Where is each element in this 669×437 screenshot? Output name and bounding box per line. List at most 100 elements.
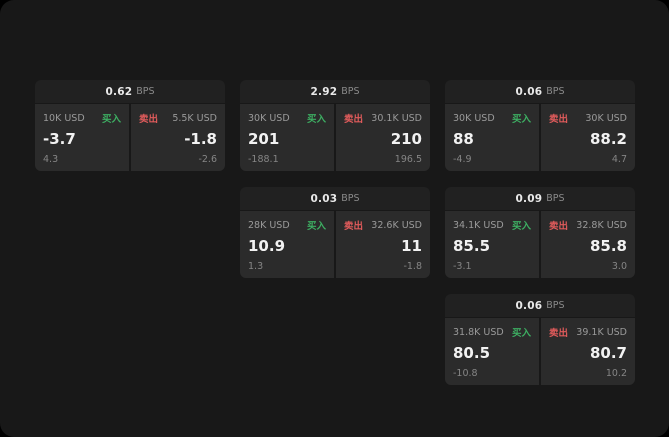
buy-delta: -4.9 [453,154,472,165]
sell-label: 卖出 [549,328,569,339]
sell-price: 85.8 [589,237,627,256]
buy-delta: 4.3 [43,154,59,165]
sell-panel-top: 卖出 30K USD [549,111,627,126]
sell-price: 88.2 [589,130,627,149]
sell-delta: 10.2 [605,368,627,379]
quote-card: 0.03 BPS 28K USD 买入 10.9 1.3 卖出 32.6K US… [240,187,430,278]
sell-panel[interactable]: 卖出 5.5K USD -1.8 -2.6 [131,104,225,171]
buy-price: 201 [248,130,280,149]
buy-label: 买入 [101,114,121,125]
sell-price: -1.8 [184,130,217,149]
sell-delta: -2.6 [198,154,217,165]
sell-size: 32.8K USD [576,219,627,231]
bps-value: 0.09 [515,192,543,205]
sell-panel[interactable]: 卖出 32.8K USD 85.8 3.0 [541,211,635,278]
sell-size: 30.1K USD [371,112,422,124]
sell-label: 卖出 [344,221,364,232]
sell-panel[interactable]: 卖出 39.1K USD 80.7 10.2 [541,318,635,385]
buy-panel-top: 10K USD 买入 [43,111,121,126]
buy-label: 买入 [511,114,531,125]
buy-panel-top: 28K USD 买入 [248,218,326,233]
sell-price: 11 [401,237,422,256]
bps-unit-label: BPS [341,86,360,97]
buy-panel[interactable]: 28K USD 买入 10.9 1.3 [240,211,334,278]
buy-delta: 1.3 [248,261,264,272]
buy-size: 34.1K USD [453,219,504,231]
bps-spread-header: 0.09 BPS [445,187,635,210]
quote-panels: 10K USD 买入 -3.7 4.3 卖出 5.5K USD -1.8 -2.… [35,104,225,171]
sell-panel-top: 卖出 39.1K USD [549,325,627,340]
sell-label: 卖出 [549,114,569,125]
sell-delta: -1.8 [403,261,422,272]
sell-price: 210 [390,130,422,149]
quote-card: 0.06 BPS 31.8K USD 买入 80.5 -10.8 卖出 39.1… [445,294,635,385]
buy-size: 28K USD [248,219,290,231]
buy-label: 买入 [306,114,326,125]
sell-panel[interactable]: 卖出 30K USD 88.2 4.7 [541,104,635,171]
buy-delta: -188.1 [248,154,279,165]
sell-size: 39.1K USD [576,326,627,338]
sell-panel[interactable]: 卖出 30.1K USD 210 196.5 [336,104,430,171]
sell-delta: 4.7 [611,154,627,165]
buy-panel[interactable]: 30K USD 买入 88 -4.9 [445,104,539,171]
bps-value: 0.62 [105,85,133,98]
buy-delta: -10.8 [453,368,478,379]
bps-spread-header: 0.03 BPS [240,187,430,210]
buy-panel-top: 30K USD 买入 [453,111,531,126]
bps-spread-header: 0.06 BPS [445,80,635,103]
bps-unit-label: BPS [546,300,565,311]
bps-unit-label: BPS [546,193,565,204]
quote-card: 0.09 BPS 34.1K USD 买入 85.5 -3.1 卖出 32.8K… [445,187,635,278]
quote-cards-grid: 0.62 BPS 10K USD 买入 -3.7 4.3 卖出 5.5K USD… [35,80,635,385]
buy-panel[interactable]: 34.1K USD 买入 85.5 -3.1 [445,211,539,278]
buy-price: 10.9 [248,237,286,256]
buy-price: 85.5 [453,237,491,256]
buy-size: 30K USD [453,112,495,124]
quote-panels: 30K USD 买入 201 -188.1 卖出 30.1K USD 210 1… [240,104,430,171]
quote-card: 0.06 BPS 30K USD 买入 88 -4.9 卖出 30K USD 8… [445,80,635,171]
buy-panel[interactable]: 30K USD 买入 201 -188.1 [240,104,334,171]
quote-panels: 31.8K USD 买入 80.5 -10.8 卖出 39.1K USD 80.… [445,318,635,385]
quote-panels: 28K USD 买入 10.9 1.3 卖出 32.6K USD 11 -1.8 [240,211,430,278]
buy-price: 88 [453,130,474,149]
quote-card: 0.62 BPS 10K USD 买入 -3.7 4.3 卖出 5.5K USD… [35,80,225,171]
sell-size: 32.6K USD [371,219,422,231]
buy-panel[interactable]: 31.8K USD 买入 80.5 -10.8 [445,318,539,385]
sell-panel-top: 卖出 32.8K USD [549,218,627,233]
sell-label: 卖出 [344,114,364,125]
buy-size: 10K USD [43,112,85,124]
buy-price: 80.5 [453,344,491,363]
buy-size: 31.8K USD [453,326,504,338]
quote-card: 2.92 BPS 30K USD 买入 201 -188.1 卖出 30.1K … [240,80,430,171]
bps-value: 0.06 [515,85,543,98]
sell-delta: 196.5 [394,154,422,165]
quote-panels: 30K USD 买入 88 -4.9 卖出 30K USD 88.2 4.7 [445,104,635,171]
quote-panels: 34.1K USD 买入 85.5 -3.1 卖出 32.8K USD 85.8… [445,211,635,278]
buy-price: -3.7 [43,130,76,149]
bps-value: 0.03 [310,192,338,205]
bps-unit-label: BPS [136,86,155,97]
bps-unit-label: BPS [546,86,565,97]
sell-delta: 3.0 [611,261,627,272]
bps-spread-header: 0.06 BPS [445,294,635,317]
buy-delta: -3.1 [453,261,472,272]
bps-spread-header: 0.62 BPS [35,80,225,103]
sell-size: 30K USD [585,112,627,124]
sell-panel-top: 卖出 5.5K USD [139,111,217,126]
buy-label: 买入 [306,221,326,232]
bps-spread-header: 2.92 BPS [240,80,430,103]
buy-size: 30K USD [248,112,290,124]
bps-unit-label: BPS [341,193,360,204]
sell-panel-top: 卖出 30.1K USD [344,111,422,126]
buy-panel-top: 34.1K USD 买入 [453,218,531,233]
sell-panel-top: 卖出 32.6K USD [344,218,422,233]
buy-panel-top: 31.8K USD 买入 [453,325,531,340]
sell-label: 卖出 [139,114,159,125]
buy-label: 买入 [511,328,531,339]
sell-price: 80.7 [589,344,627,363]
sell-panel[interactable]: 卖出 32.6K USD 11 -1.8 [336,211,430,278]
sell-label: 卖出 [549,221,569,232]
sell-size: 5.5K USD [172,112,217,124]
buy-panel[interactable]: 10K USD 买入 -3.7 4.3 [35,104,129,171]
